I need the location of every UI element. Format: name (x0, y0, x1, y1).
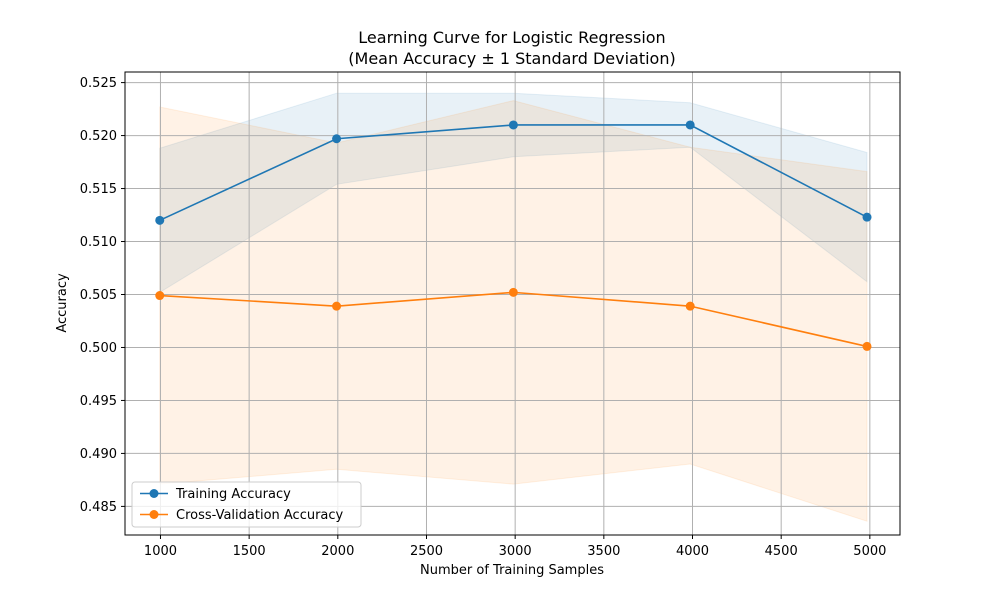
x-tick-label-1: 1500 (233, 544, 266, 559)
y-tick-label-5: 0.510 (80, 235, 117, 250)
x-tick-label-6: 4000 (676, 544, 709, 559)
x-tick-label-5: 3500 (587, 544, 620, 559)
y-tick-label-0: 0.485 (80, 500, 117, 515)
x-tick-label-0: 1000 (144, 544, 177, 559)
legend-label-0: Training Accuracy (175, 487, 291, 502)
plot-background (125, 72, 900, 535)
legend-marker-0 (149, 489, 159, 498)
chart-title-line2: (Mean Accuracy ± 1 Standard Deviation) (348, 49, 675, 68)
x-axis-label: Number of Training Samples (420, 563, 604, 578)
data-point-series-0-1 (332, 134, 342, 144)
series-lines (155, 120, 872, 351)
data-point-series-0-4 (862, 212, 872, 222)
data-point-series-1-2 (508, 287, 518, 297)
y-tick-label-1: 0.490 (80, 447, 117, 462)
plot-frame (124, 71, 901, 536)
legend-label-1: Cross-Validation Accuracy (176, 508, 344, 523)
data-point-series-1-4 (862, 341, 872, 351)
data-point-series-0-2 (508, 120, 518, 130)
y-tick-label-4: 0.505 (80, 288, 117, 303)
std-bands (159, 92, 868, 522)
x-tick-label-7: 4500 (765, 544, 798, 559)
y-tick-label-6: 0.515 (80, 182, 117, 197)
y-tick-label-7: 0.520 (80, 129, 117, 144)
legend-box (131, 481, 362, 528)
y-tick-label-8: 0.525 (80, 76, 117, 91)
data-point-series-1-3 (685, 301, 695, 311)
axes: 1000 1500 2000 2500 3000 3500 4000 4500 5000 0.48… (80, 71, 901, 559)
std-band-series-1 (159, 100, 868, 522)
legend: Training Accuracy Cross-Validation Accura… (131, 481, 362, 528)
plot-area (125, 72, 900, 535)
y-axis-label: Accuracy (55, 273, 70, 333)
data-point-series-0-0 (155, 215, 165, 225)
x-tick-label-4: 3000 (499, 544, 532, 559)
chart-title-line1: Learning Curve for Logistic Regression (358, 28, 665, 47)
x-tick-label-2: 2000 (321, 544, 354, 559)
y-tick-label-3: 0.500 (80, 341, 117, 356)
legend-marker-1 (149, 510, 159, 519)
y-tick-label-2: 0.495 (80, 394, 117, 409)
x-tick-label-3: 2500 (410, 544, 443, 559)
data-point-series-1-1 (332, 301, 342, 311)
x-tick-label-8: 5000 (853, 544, 886, 559)
data-point-series-0-3 (685, 120, 695, 130)
data-point-series-1-0 (155, 291, 165, 301)
